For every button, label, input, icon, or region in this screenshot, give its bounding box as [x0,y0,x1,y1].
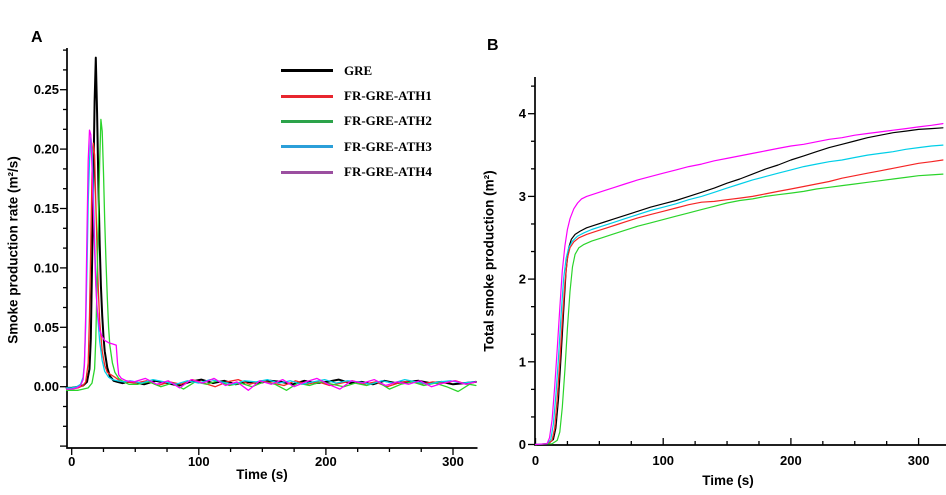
legend-label: FR-GRE-ATH1 [344,88,432,104]
y-tick-label: 0.25 [34,82,59,97]
legend-label: GRE [344,62,373,78]
x-tick-label: 0 [68,454,75,469]
x-tick-label: 200 [780,453,802,468]
y-tick-label: 0.20 [34,142,59,157]
series-line-fr-gre-ath2 [534,173,944,446]
panel-letter-b: B [487,37,499,54]
y-tick-label: 4 [519,106,527,121]
x-tick-label: 300 [442,454,464,469]
series-line-gre [534,127,944,446]
y-tick-label: 0.15 [34,201,59,216]
series-line-fr-gre-ath3 [534,144,944,446]
y-tick-label: 2 [519,272,526,287]
x-tick-label: 0 [532,453,539,468]
legend-entry: FR-GRE-ATH1 [281,83,432,108]
axes-b [534,77,946,446]
y-tick-label: 0.10 [34,260,59,275]
legend-label: FR-GRE-ATH2 [344,113,432,129]
x-axis-title-b: Time (s) [702,473,754,488]
legend-entry: FR-GRE-ATH3 [281,134,432,159]
panel-a-plot: 0 100 200 300 0.00 0.05 0.10 0.15 0.20 0.25 [34,48,478,469]
panel-letter-a: A [31,29,43,46]
x-tick-label: 100 [652,453,674,468]
y-axis-title-b: Total smoke production (m²) [481,170,497,352]
legend-swatch [281,170,333,174]
x-tick-label: 300 [908,453,930,468]
y-tick-label: 0.00 [34,379,59,394]
y-tick-label: 0.05 [34,320,59,335]
legend-swatch [281,119,333,123]
axes-a [66,48,478,449]
y-tick-label: 3 [519,189,526,204]
y-tick-label: 1 [519,354,526,369]
legend-swatch [281,94,333,98]
legend-swatch [281,69,333,73]
y-tick-label: 0 [519,437,526,452]
legend-entry: FR-GRE-ATH4 [281,160,432,185]
series-line-fr-gre-ath1 [534,159,944,446]
series-line-fr-gre-ath4 [65,129,477,391]
legend-label: FR-GRE-ATH3 [344,138,432,154]
series-line-fr-gre-ath4 [534,122,944,446]
series-line-fr-gre-ath1 [65,142,477,390]
x-tick-label: 200 [315,454,337,469]
legend: GRE FR-GRE-ATH1 FR-GRE-ATH2 FR-GRE-ATH3 FR-G… [281,58,432,185]
legend-entry: FR-GRE-ATH2 [281,109,432,134]
series-line-fr-gre-ath3 [65,136,477,389]
legend-label: FR-GRE-ATH4 [344,164,432,180]
x-tick-label: 100 [188,454,210,469]
y-axis-title-a: Smoke production rate (m²/s) [5,156,21,344]
legend-swatch [281,145,333,149]
x-axis-title-a: Time (s) [236,467,288,482]
panel-b-plot: 0 100 200 300 0 1 2 3 4 [519,77,946,468]
legend-entry: GRE [281,58,432,83]
